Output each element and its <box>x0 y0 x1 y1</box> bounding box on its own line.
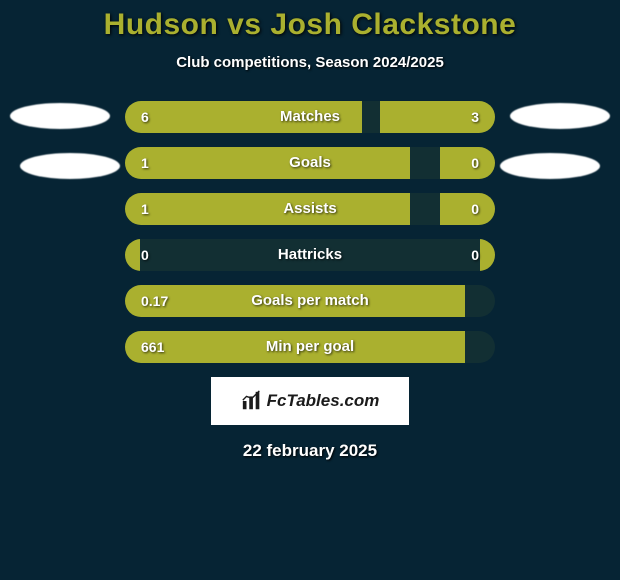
stat-row: 661Min per goal <box>0 331 620 363</box>
comparison-chart: 63Matches10Goals10Assists00Hattricks0.17… <box>0 101 620 363</box>
stat-row: 0.17Goals per match <box>0 285 620 317</box>
bar-left <box>125 285 465 317</box>
player1-name: Hudson <box>104 8 219 41</box>
stat-bar-group <box>125 147 495 179</box>
stat-bar-group <box>125 285 495 317</box>
stat-row: 10Assists <box>0 193 620 225</box>
decorative-ellipse <box>500 153 600 179</box>
stat-bar-group <box>125 193 495 225</box>
bar-left <box>125 101 362 133</box>
player2-name: Josh Clackstone <box>270 8 516 41</box>
logo-text: FcTables.com <box>267 391 380 411</box>
stat-value-left: 6 <box>125 101 149 133</box>
stat-bar-group <box>125 101 495 133</box>
stat-bar-group <box>125 239 495 271</box>
bar-left <box>125 331 465 363</box>
stat-value-left: 0 <box>125 239 149 271</box>
stat-value-left: 661 <box>125 331 164 363</box>
stat-value-left: 0.17 <box>125 285 168 317</box>
vs-separator: vs <box>227 8 261 41</box>
stat-value-right: 3 <box>471 101 495 133</box>
comparison-date: 22 february 2025 <box>0 441 620 461</box>
bar-left <box>125 147 410 179</box>
decorative-ellipse <box>20 153 120 179</box>
stat-row: 00Hattricks <box>0 239 620 271</box>
fctables-logo: FcTables.com <box>211 377 409 425</box>
stat-value-right: 0 <box>471 147 495 179</box>
bar-left <box>125 193 410 225</box>
stat-bar-group <box>125 331 495 363</box>
stat-value-right: 0 <box>471 239 495 271</box>
decorative-ellipse <box>10 103 110 129</box>
chart-icon <box>241 390 263 412</box>
stat-value-left: 1 <box>125 147 149 179</box>
stat-value-left: 1 <box>125 193 149 225</box>
stat-value-right: 0 <box>471 193 495 225</box>
page-title: Hudson vs Josh Clackstone <box>0 8 620 42</box>
subtitle: Club competitions, Season 2024/2025 <box>0 54 620 71</box>
decorative-ellipse <box>510 103 610 129</box>
